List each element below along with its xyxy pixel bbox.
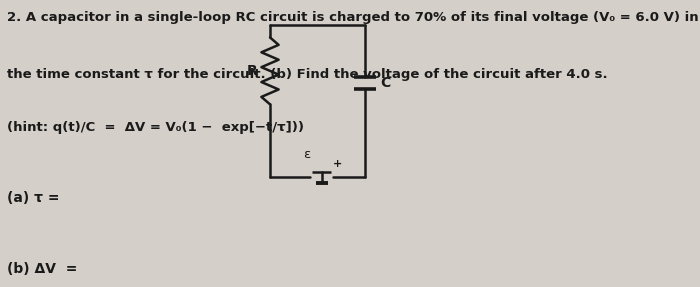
Text: the time constant τ for the circuit. (b) Find the voltage of the circuit after 4: the time constant τ for the circuit. (b)…: [7, 67, 608, 81]
Text: C: C: [380, 76, 390, 90]
Text: (b) ΔV  =: (b) ΔV =: [7, 262, 78, 276]
Text: ε: ε: [303, 148, 310, 161]
Text: R: R: [247, 64, 258, 78]
Text: (hint: q(t)/C  =  ΔV = V₀(1 −  exp[−t/τ])): (hint: q(t)/C = ΔV = V₀(1 − exp[−t/τ])): [7, 121, 304, 134]
Text: (a) τ =: (a) τ =: [7, 191, 60, 205]
Text: +: +: [333, 159, 342, 169]
Text: 2. A capacitor in a single-loop RC circuit is charged to 70% of its final voltag: 2. A capacitor in a single-loop RC circu…: [7, 11, 700, 24]
